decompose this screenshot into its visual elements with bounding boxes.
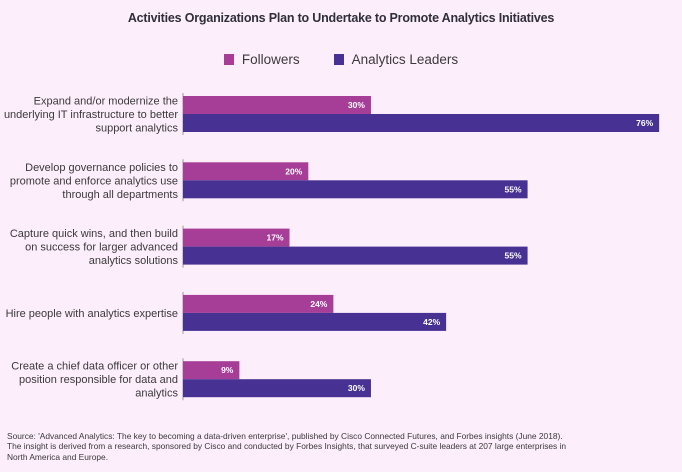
category-label: Develop governance policies to promote an… xyxy=(10,162,179,201)
bar-followers[interactable] xyxy=(183,162,309,181)
bar-analytics-leaders[interactable] xyxy=(183,180,528,199)
category-label: Create a chief data officer or other posi… xyxy=(11,361,178,400)
footnote-line: North America and Europe. xyxy=(7,451,109,462)
data-label: 55% xyxy=(505,251,522,261)
bar-followers[interactable] xyxy=(183,294,334,313)
bar-analytics-leaders[interactable] xyxy=(183,379,371,398)
category-label: Capture quick wins, and then build on suc… xyxy=(10,228,179,267)
legend: Followers Analytics Leaders xyxy=(0,52,682,67)
bar-analytics-leaders[interactable] xyxy=(183,114,660,132)
category-label: Expand and/or modernize the underlying IT… xyxy=(4,96,179,135)
bar-followers[interactable] xyxy=(183,228,290,247)
data-label: 24% xyxy=(310,299,327,309)
legend-label-followers: Followers xyxy=(241,52,300,67)
legend-item-analytics-leaders[interactable]: Analytics Leaders xyxy=(333,52,459,67)
data-label: 20% xyxy=(285,166,302,176)
bar-chart: Expand and/or modernize the underlying IT… xyxy=(4,93,660,401)
data-label: 9% xyxy=(221,365,234,375)
data-label: 42% xyxy=(423,317,440,327)
source-footnote: Source: 'Advanced Analytics: The key to … xyxy=(7,431,677,462)
category-label: Hire people with analytics expertise xyxy=(6,308,178,320)
footnote-line: Source: 'Advanced Analytics: The key to … xyxy=(7,431,563,441)
data-label: 30% xyxy=(348,100,365,110)
legend-item-followers[interactable]: Followers xyxy=(223,52,300,67)
bar-analytics-leaders[interactable] xyxy=(183,246,528,265)
chart-title: Activities Organizations Plan to Underta… xyxy=(127,11,555,25)
legend-swatch-followers xyxy=(223,54,234,65)
bar-followers[interactable] xyxy=(183,96,371,114)
data-label: 55% xyxy=(505,184,522,194)
bar-followers[interactable] xyxy=(183,361,240,380)
data-label: 17% xyxy=(266,233,283,243)
data-label: 76% xyxy=(636,118,653,128)
bar-analytics-leaders[interactable] xyxy=(183,312,447,331)
legend-label-analytics-leaders: Analytics Leaders xyxy=(351,52,459,67)
data-label: 30% xyxy=(348,383,365,393)
footnote-line: The insight is derived from a research, … xyxy=(7,441,567,452)
legend-swatch-analytics-leaders xyxy=(333,54,344,65)
